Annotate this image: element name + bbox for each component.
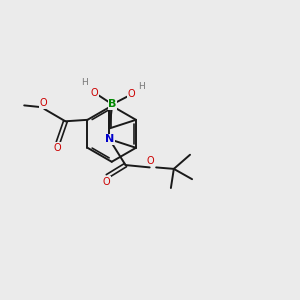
Text: O: O bbox=[127, 89, 135, 99]
Text: O: O bbox=[146, 156, 154, 166]
Text: H: H bbox=[138, 82, 145, 91]
Text: O: O bbox=[40, 98, 47, 108]
Text: O: O bbox=[54, 143, 61, 153]
Text: O: O bbox=[91, 88, 98, 98]
Text: O: O bbox=[103, 176, 110, 187]
Text: H: H bbox=[82, 78, 88, 87]
Text: B: B bbox=[108, 99, 116, 109]
Text: N: N bbox=[105, 134, 114, 144]
